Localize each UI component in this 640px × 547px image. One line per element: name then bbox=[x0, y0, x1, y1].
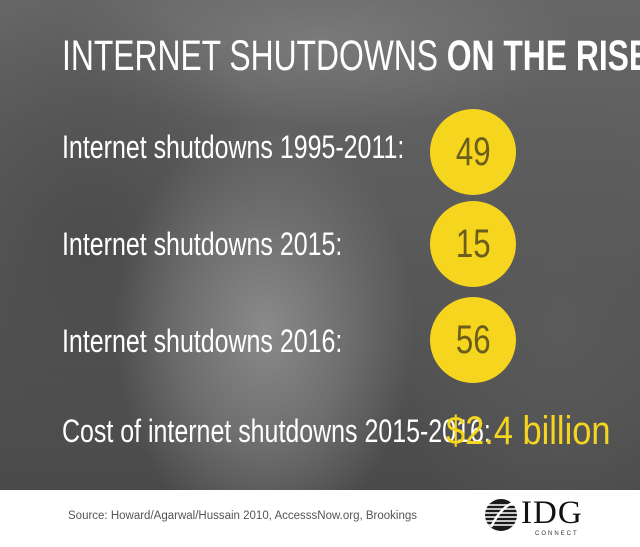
stat-value-1995-2011: 49 bbox=[455, 130, 491, 174]
page-title: INTERNET SHUTDOWNS ON THE RISE bbox=[62, 30, 640, 82]
stat-badge-1995-2011: 49 bbox=[430, 109, 516, 195]
stat-badge-2015: 15 bbox=[430, 201, 516, 287]
stat-label-2015: Internet shutdowns 2015: bbox=[62, 226, 343, 262]
footer: Source: Howard/Agarwal/Hussain 2010, Acc… bbox=[0, 490, 640, 547]
stat-label-2016: Internet shutdowns 2016: bbox=[62, 323, 343, 359]
stat-value-2016: 56 bbox=[455, 318, 491, 362]
idg-connect-logo: IDG CONNECT bbox=[483, 495, 593, 541]
title-light: INTERNET SHUTDOWNS bbox=[62, 32, 447, 80]
stat-label-1995-2011: Internet shutdowns 1995-2011: bbox=[62, 129, 405, 165]
stat-badge-2016: 56 bbox=[430, 297, 516, 383]
logo-wordmark: IDG bbox=[521, 495, 583, 531]
idg-globe-icon bbox=[485, 499, 517, 531]
title-bold: ON THE RISE bbox=[446, 32, 640, 80]
cost-value: $2.4 billion bbox=[446, 409, 611, 453]
stat-value-2015: 15 bbox=[455, 222, 491, 266]
source-credit: Source: Howard/Agarwal/Hussain 2010, Acc… bbox=[68, 510, 418, 522]
cost-label: Cost of internet shutdowns 2015-2016: bbox=[62, 413, 491, 449]
logo-subtitle: CONNECT bbox=[535, 531, 579, 537]
infographic-panel: INTERNET SHUTDOWNS ON THE RISE Internet … bbox=[0, 0, 640, 490]
